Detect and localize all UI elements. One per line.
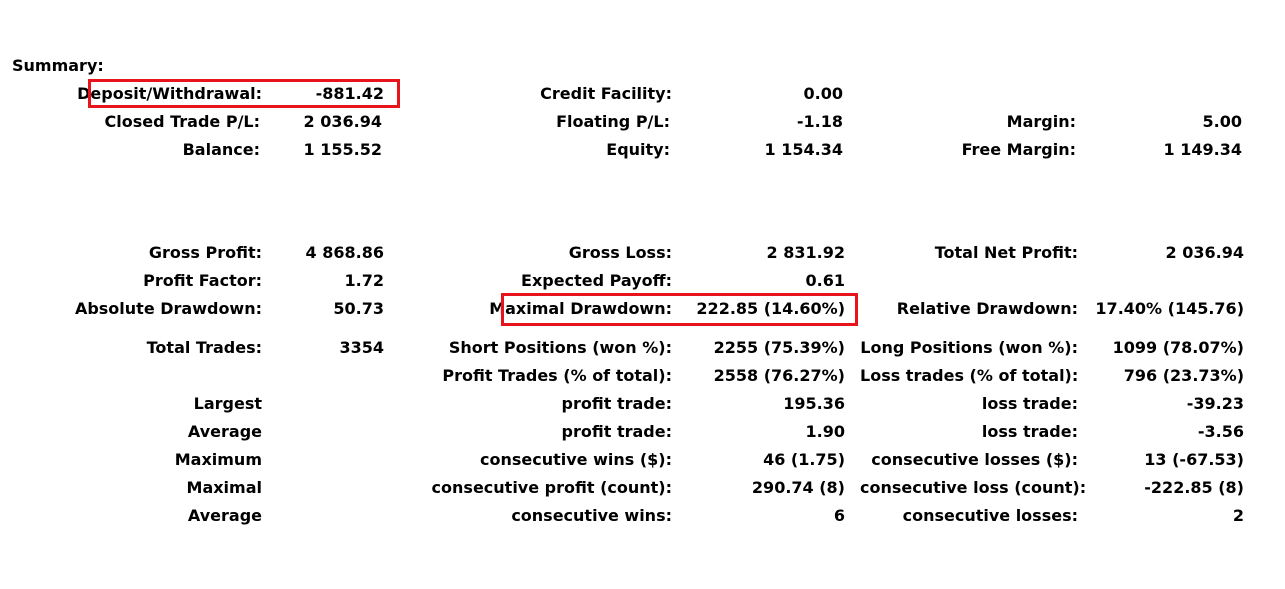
average-label: Average: [187, 422, 262, 441]
equity-value: 1 154.34: [764, 140, 843, 159]
floating-pl-value: -1.18: [796, 112, 843, 131]
long-positions-label: Long Positions (won %):: [860, 338, 1078, 357]
maximum-consecutive-losses-value: 13 (-67.53): [1144, 450, 1244, 469]
total-trades-label: Total Trades:: [146, 338, 262, 357]
relative-drawdown-label: Relative Drawdown:: [896, 299, 1078, 318]
balance-value: 1 155.52: [303, 140, 382, 159]
largest-loss-trade-value: -39.23: [1186, 394, 1244, 413]
total-net-profit-label: Total Net Profit:: [934, 243, 1078, 262]
loss-trades-value: 796 (23.73%): [1123, 366, 1244, 385]
average-consecutive-wins-label: consecutive wins:: [511, 506, 672, 525]
short-positions-value: 2255 (75.39%): [713, 338, 845, 357]
balance-label: Balance:: [182, 140, 260, 159]
gross-profit-label: Gross Profit:: [148, 243, 262, 262]
largest-profit-trade-label: profit trade:: [561, 394, 672, 413]
average-consecutive-wins-value: 6: [833, 506, 845, 525]
maximal-label: Maximal: [186, 478, 262, 497]
maximum-consecutive-losses-label: consecutive losses ($):: [871, 450, 1078, 469]
average-profit-trade-value: 1.90: [805, 422, 845, 441]
credit-facility-label: Credit Facility:: [540, 84, 672, 103]
margin-value: 5.00: [1202, 112, 1242, 131]
maximal-consecutive-profit-value: 290.74 (8): [751, 478, 845, 497]
gross-loss-label: Gross Loss:: [568, 243, 672, 262]
total-trades-value: 3354: [339, 338, 384, 357]
closed-trade-pl-value: 2 036.94: [303, 112, 382, 131]
maximal-drawdown-value: 222.85 (14.60%): [696, 299, 845, 318]
floating-pl-label: Floating P/L:: [556, 112, 670, 131]
average-consecutive-label: Average: [187, 506, 262, 525]
maximum-consecutive-wins-label: consecutive wins ($):: [479, 450, 672, 469]
maximum-label: Maximum: [174, 450, 262, 469]
average-profit-trade-label: profit trade:: [561, 422, 672, 441]
expected-payoff-value: 0.61: [805, 271, 845, 290]
maximal-consecutive-loss-label: consecutive loss (count):: [860, 478, 1087, 497]
maximal-consecutive-loss-value: -222.85 (8): [1144, 478, 1244, 497]
gross-profit-value: 4 868.86: [305, 243, 384, 262]
total-net-profit-value: 2 036.94: [1165, 243, 1244, 262]
profit-factor-label: Profit Factor:: [143, 271, 262, 290]
average-consecutive-losses-value: 2: [1232, 506, 1244, 525]
deposit-withdrawal-highlight-box: [88, 79, 400, 108]
free-margin-label: Free Margin:: [961, 140, 1076, 159]
maximal-drawdown-highlight-box: [501, 293, 858, 326]
free-margin-value: 1 149.34: [1163, 140, 1242, 159]
profit-factor-value: 1.72: [344, 271, 384, 290]
deposit-withdrawal-value: -881.42: [315, 84, 384, 103]
largest-loss-trade-label: loss trade:: [981, 394, 1078, 413]
maximum-consecutive-wins-value: 46 (1.75): [763, 450, 845, 469]
average-loss-trade-value: -3.56: [1197, 422, 1244, 441]
long-positions-value: 1099 (78.07%): [1112, 338, 1244, 357]
margin-label: Margin:: [1006, 112, 1076, 131]
deposit-withdrawal-label: Deposit/Withdrawal:: [77, 84, 262, 103]
credit-facility-value: 0.00: [803, 84, 843, 103]
largest-profit-trade-value: 195.36: [783, 394, 845, 413]
absolute-drawdown-value: 50.73: [333, 299, 384, 318]
loss-trades-label: Loss trades (% of total):: [860, 366, 1079, 385]
expected-payoff-label: Expected Payoff:: [521, 271, 672, 290]
equity-label: Equity:: [606, 140, 670, 159]
average-loss-trade-label: loss trade:: [981, 422, 1078, 441]
profit-trades-value: 2558 (76.27%): [713, 366, 845, 385]
maximal-drawdown-label: Maximal Drawdown:: [489, 299, 672, 318]
largest-label: Largest: [193, 394, 262, 413]
closed-trade-pl-label: Closed Trade P/L:: [104, 112, 261, 131]
relative-drawdown-value: 17.40% (145.76): [1095, 299, 1244, 318]
average-consecutive-losses-label: consecutive losses:: [902, 506, 1078, 525]
maximal-consecutive-profit-label: consecutive profit (count):: [431, 478, 672, 497]
short-positions-label: Short Positions (won %):: [448, 338, 672, 357]
summary-title: Summary:: [12, 56, 104, 75]
gross-loss-value: 2 831.92: [766, 243, 845, 262]
absolute-drawdown-label: Absolute Drawdown:: [74, 299, 262, 318]
profit-trades-label: Profit Trades (% of total):: [442, 366, 672, 385]
